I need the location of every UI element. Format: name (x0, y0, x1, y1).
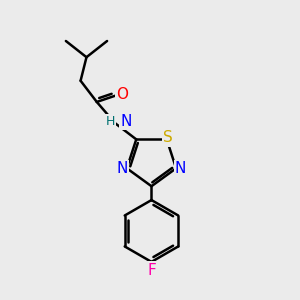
Text: F: F (147, 262, 156, 278)
Text: N: N (117, 161, 128, 176)
Text: O: O (116, 87, 128, 102)
Text: H: H (106, 115, 115, 128)
Text: N: N (120, 114, 132, 129)
Text: S: S (163, 130, 173, 146)
Text: N: N (175, 161, 186, 176)
